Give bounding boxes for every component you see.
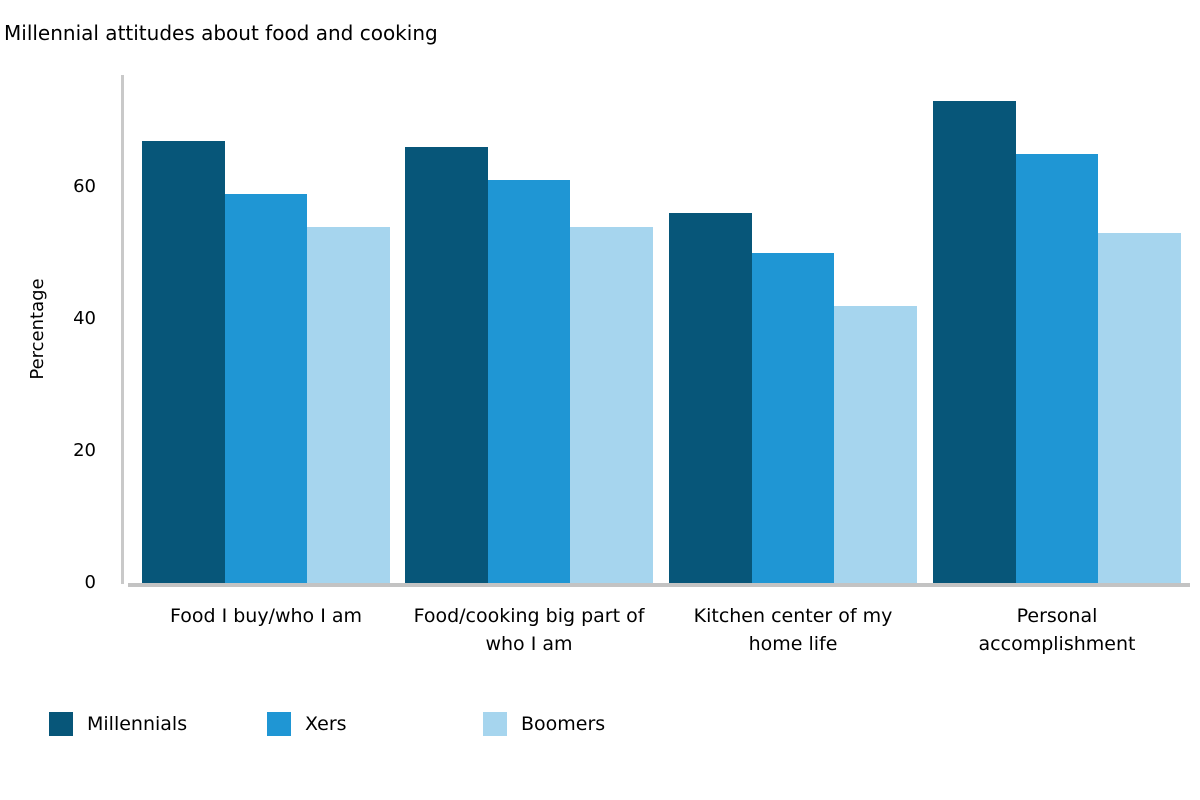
legend-swatch-xers — [267, 712, 291, 736]
y-tick-label-60: 60 — [73, 176, 96, 197]
x-tick-label-group2: Food/cooking big part of who I am — [413, 605, 645, 655]
bar-xers-group4 — [1016, 154, 1098, 583]
bar-millennials-group2 — [405, 147, 488, 583]
bar-boomers-group1 — [307, 227, 390, 583]
legend-label-xers: Xers — [305, 713, 347, 735]
chart-title: Millennial attitudes about food and cook… — [4, 21, 438, 45]
bar-millennials-group4 — [933, 101, 1016, 583]
bar-boomers-group3 — [834, 306, 917, 583]
bar-xers-group2 — [488, 180, 570, 583]
legend-swatch-millennials — [49, 712, 73, 736]
x-tick-label-group3: Kitchen center of my home life — [693, 605, 893, 655]
legend-swatch-boomers — [483, 712, 507, 736]
bar-boomers-group2 — [570, 227, 653, 583]
y-tick-label-0: 0 — [84, 572, 96, 593]
bar-millennials-group3 — [669, 213, 752, 583]
bar-xers-group3 — [752, 253, 834, 583]
y-axis-line — [121, 75, 124, 584]
bar-xers-group1 — [225, 194, 307, 583]
bar-millennials-group1 — [142, 141, 225, 583]
x-tick-label-group1: Food I buy/who I am — [169, 605, 363, 627]
legend-label-millennials: Millennials — [87, 713, 188, 735]
x-tick-label-group4: Personal accomplishment — [978, 605, 1136, 655]
y-tick-label-40: 40 — [73, 308, 96, 329]
y-tick-label-20: 20 — [73, 440, 96, 461]
x-axis-line — [128, 583, 1190, 587]
legend-label-boomers: Boomers — [521, 713, 606, 735]
bar-boomers-group4 — [1098, 233, 1181, 583]
